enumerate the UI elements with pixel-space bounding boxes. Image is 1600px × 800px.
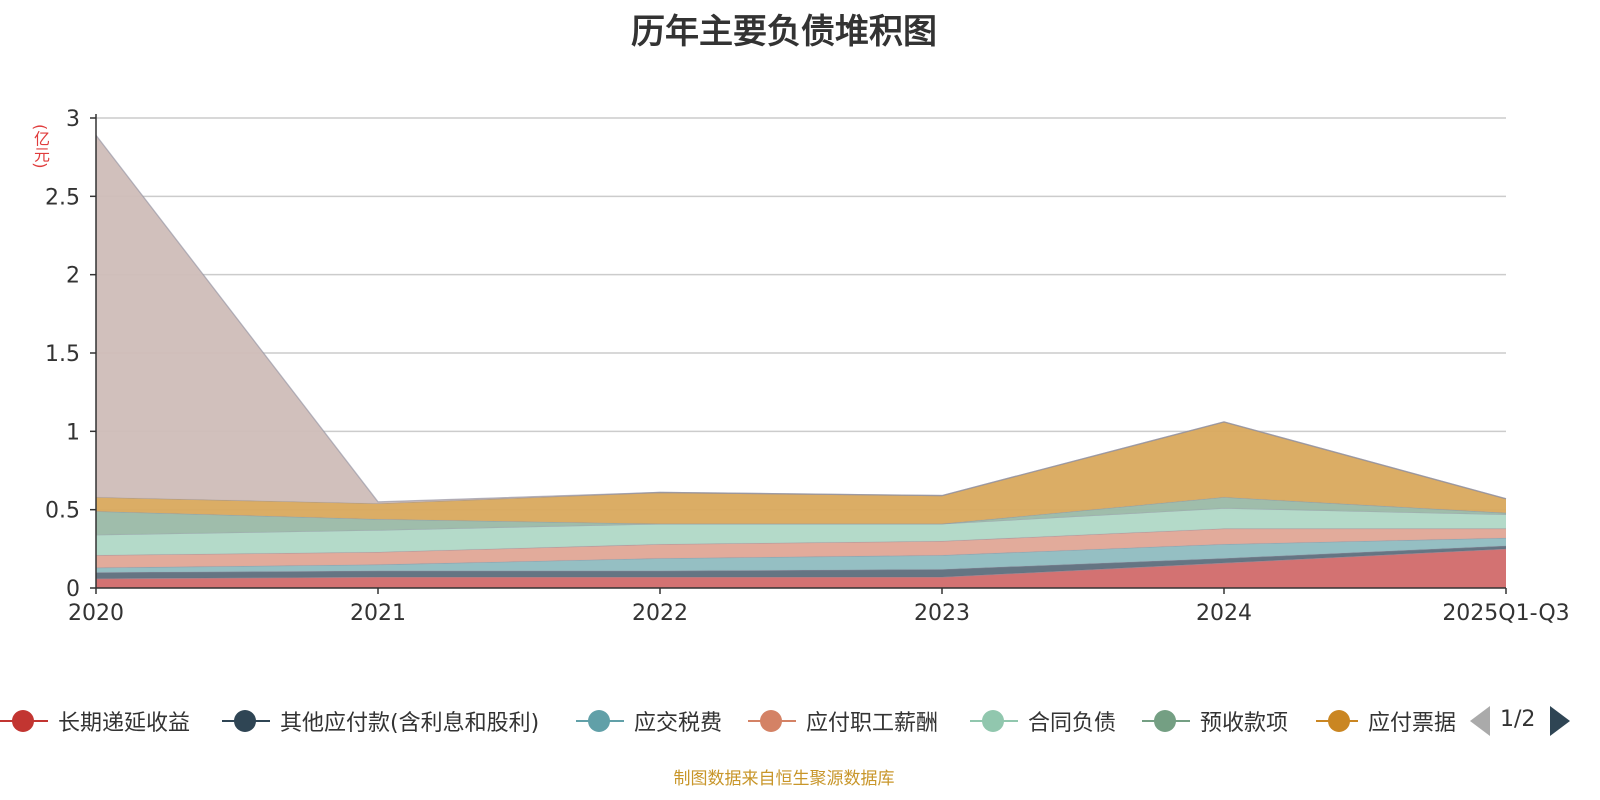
legend-next-icon[interactable]	[1550, 706, 1570, 736]
legend: 长期递延收益 其他应付款(含利息和股利) 应交税费 应付职工薪酬 合同负债 预收款项 应付票…	[0, 706, 1600, 746]
legend-marker-icon	[748, 706, 796, 736]
x-tick-label: 2024	[1196, 601, 1252, 626]
area-series-2	[96, 537, 1506, 573]
legend-item[interactable]: 应付票据	[1316, 706, 1456, 736]
y-axis-unit: (亿元)	[31, 124, 50, 169]
legend-label: 预收款项	[1200, 711, 1289, 736]
y-tick-label: 0	[66, 577, 80, 602]
legend-marker-icon	[1142, 706, 1190, 736]
data-source-note: 制图数据来自恒生聚源数据库	[673, 769, 895, 789]
area-series-6	[96, 421, 1506, 524]
legend-marker-icon	[222, 706, 270, 736]
legend-marker-icon	[970, 706, 1018, 736]
y-tick-label: 2	[66, 264, 80, 289]
legend-item[interactable]: 应交税费	[576, 706, 722, 736]
legend-label: 长期递延收益	[58, 711, 191, 736]
legend-prev-icon[interactable]	[1470, 706, 1490, 736]
legend-label: 应交税费	[634, 711, 723, 736]
legend-item[interactable]: 预收款项	[1142, 706, 1288, 736]
legend-label: 合同负债	[1028, 711, 1117, 736]
legend-pager: 1/2	[1470, 706, 1600, 736]
area-series-0	[96, 548, 1506, 588]
y-tick-label: 2.5	[45, 185, 80, 210]
x-tick-label: 2025Q1-Q3	[1442, 601, 1569, 626]
legend-label: 其他应付款(含利息和股利)	[280, 711, 540, 736]
y-tick-label: 0.5	[45, 499, 80, 524]
y-tick-label: 3	[66, 107, 80, 132]
legend-item[interactable]: 应付职工薪酬	[748, 706, 938, 736]
legend-item[interactable]: 长期递延收益	[0, 706, 190, 736]
x-tick-label: 2020	[68, 601, 124, 626]
area-series-7	[96, 135, 1506, 504]
chart-title: 历年主要负债堆积图	[631, 12, 937, 52]
legend-label: 应付职工薪酬	[806, 711, 939, 736]
y-tick-label: 1.5	[45, 342, 80, 367]
series-line-7	[95, 134, 1507, 503]
legend-marker-icon	[0, 706, 48, 736]
legend-marker-icon	[1316, 706, 1358, 736]
stacked-area-chart: 0 0.5 1 1.5 2 2.5 3 2020 2021 2022 2023 2024 2025Q1-…	[45, 107, 1570, 626]
x-tick-label: 2021	[350, 601, 406, 626]
area-series-5	[96, 497, 1506, 535]
legend-item[interactable]: 合同负债	[970, 706, 1116, 736]
legend-page-indicator: 1/2	[1500, 707, 1536, 732]
x-tick-label: 2023	[914, 601, 970, 626]
legend-marker-icon	[576, 706, 624, 736]
legend-item[interactable]: 其他应付款(含利息和股利)	[222, 706, 539, 736]
x-tick-label: 2022	[632, 601, 688, 626]
area-series-1	[96, 545, 1506, 579]
legend-label: 应付票据	[1367, 711, 1456, 736]
y-tick-label: 1	[66, 420, 80, 445]
area-series-3	[96, 528, 1506, 568]
area-series-4	[96, 508, 1506, 556]
